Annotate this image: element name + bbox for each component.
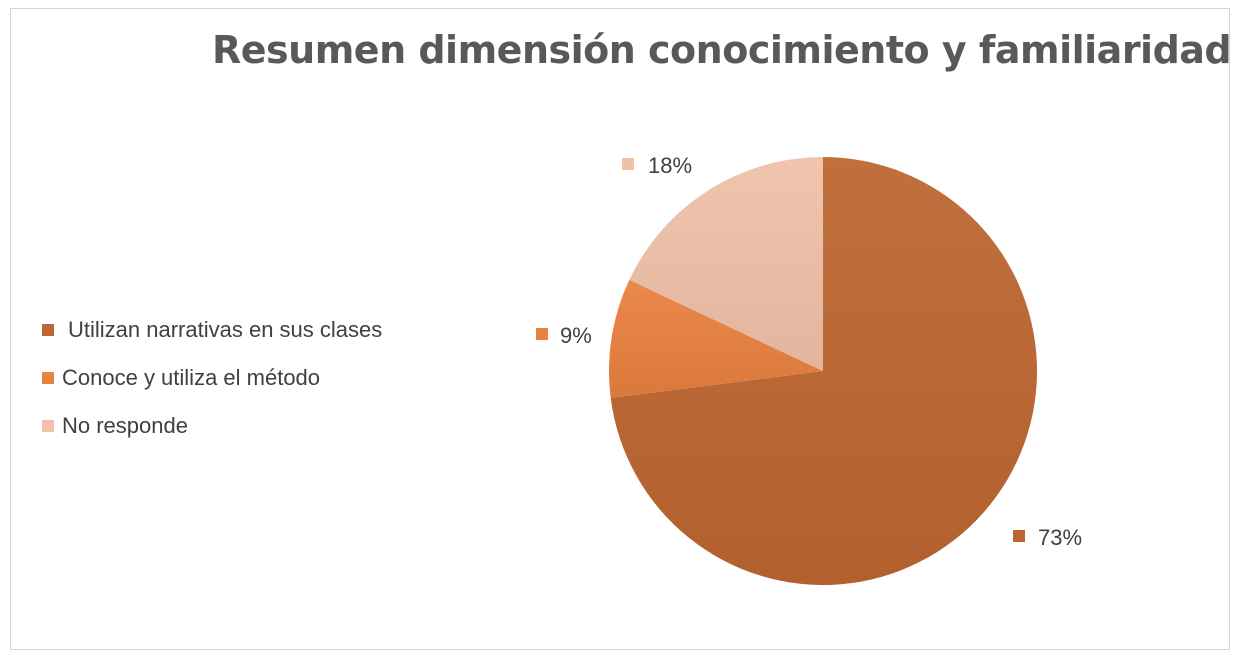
legend-swatch (42, 324, 54, 336)
data-label-1: 9% (560, 323, 592, 348)
legend-label: Utilizan narrativas en sus clases (68, 317, 383, 342)
legend-item-no-responde: No responde (42, 402, 382, 450)
pie-slice-0 (610, 157, 1037, 585)
legend: Utilizan narrativas en sus clases Conoce… (42, 306, 382, 450)
legend-item-conoce-y-utiliza: Conoce y utiliza el método (42, 354, 382, 402)
data-label-swatch-2 (622, 158, 634, 170)
legend-label: No responde (62, 413, 188, 438)
legend-swatch (42, 420, 54, 432)
pie-slice-1 (609, 279, 823, 398)
pie-slice-2 (629, 157, 823, 371)
chart-title: Resumen dimensión conocimiento y familia… (212, 28, 1232, 72)
data-labels: 73% 9% 18% (536, 153, 1082, 550)
data-label-0: 73% (1038, 525, 1082, 550)
legend-label: Conoce y utiliza el método (62, 365, 321, 390)
data-label-swatch-1 (536, 328, 548, 340)
legend-swatch (42, 372, 54, 384)
data-label-2: 18% (648, 153, 692, 178)
pie-slices (609, 157, 1037, 585)
data-label-swatch-0 (1013, 530, 1025, 542)
legend-item-utilizan-narrativas: Utilizan narrativas en sus clases (42, 306, 382, 354)
